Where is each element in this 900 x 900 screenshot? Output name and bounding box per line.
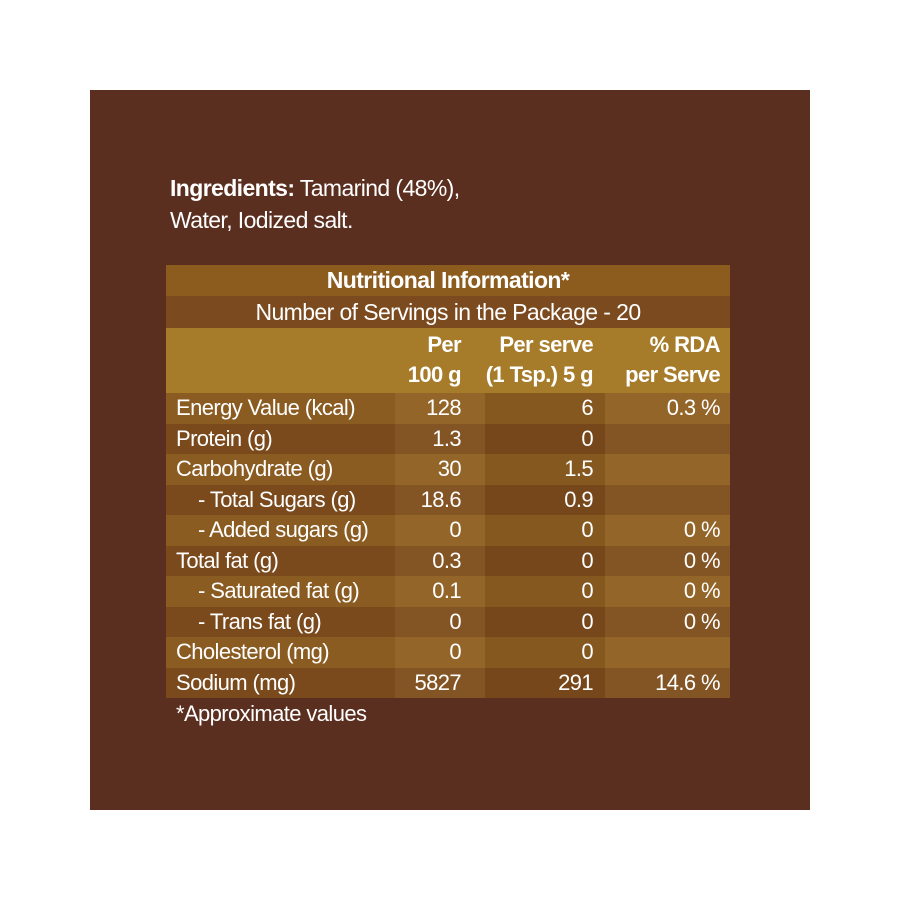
nutrient-value <box>605 454 730 485</box>
nutrient-value: 0 <box>485 637 605 668</box>
nutrient-value <box>605 484 730 515</box>
header-row: Per 100 g Per serve (1 Tsp.) 5 g % RDA per … <box>166 328 730 393</box>
header-cell: % RDA per Serve <box>625 332 720 387</box>
nutrient-value <box>605 423 730 454</box>
nutrient-value: 0 % <box>605 576 730 607</box>
nutrient-value: 18.6 <box>395 484 485 515</box>
nutrient-value <box>605 637 730 668</box>
nutrient-value: 14.6 % <box>605 667 730 698</box>
nutrient-value: 0.1 <box>395 576 485 607</box>
nutrient-value: 128 <box>395 393 485 424</box>
nutrient-value: 0 <box>485 606 605 637</box>
ingredients: Ingredients: Tamarind (48%), Water, Iodi… <box>170 172 460 236</box>
ingredients-line2: Water, Iodized salt. <box>170 207 353 233</box>
nutrient-value: 30 <box>395 454 485 485</box>
nutrient-value: 1.3 <box>395 423 485 454</box>
nutrient-value: 6 <box>485 393 605 424</box>
nutrient-value: 0.3 % <box>605 393 730 424</box>
nutrient-value: 0 <box>485 423 605 454</box>
table-row: Protein (g) 1.3 0 <box>166 423 730 454</box>
nutrient-name: Sodium (mg) <box>176 669 296 695</box>
nutrient-value: 0 <box>395 606 485 637</box>
ingredients-line1: Tamarind (48%), <box>294 175 460 201</box>
nutrient-value: 0.3 <box>395 545 485 576</box>
table-row: - Total Sugars (g) 18.6 0.9 <box>166 484 730 515</box>
nutrient-name: Cholesterol (mg) <box>176 639 330 664</box>
servings-info: Number of Servings in the Package - 20 <box>166 296 730 328</box>
nutrient-value: 0 <box>395 637 485 668</box>
table-title: Nutritional Information* <box>166 265 730 296</box>
footnote: *Approximate values <box>176 701 367 726</box>
table-row: Total fat (g) 0.3 0 0 % <box>166 545 730 576</box>
table-row: Sodium (mg) 5827 291 14.6 % <box>166 667 730 698</box>
nutrient-name: Total fat (g) <box>176 547 279 573</box>
nutrient-value: 0 <box>485 545 605 576</box>
nutrient-name: - Trans fat (g) <box>176 608 322 634</box>
nutrient-value: 0 % <box>605 606 730 637</box>
nutrient-name: Carbohydrate (g) <box>176 456 333 481</box>
header-cell <box>166 328 395 393</box>
header-cell: Per 100 g <box>407 332 462 387</box>
table-row: Energy Value (kcal) 128 6 0.3 % <box>166 393 730 424</box>
nutrient-value: 0 <box>485 515 605 546</box>
nutrient-value: 291 <box>485 667 605 698</box>
nutrient-value: 0.9 <box>485 484 605 515</box>
nutrient-value: 0 % <box>605 545 730 576</box>
ingredients-label: Ingredients: <box>170 175 295 201</box>
nutrient-value: 5827 <box>395 667 485 698</box>
nutrient-value: 1.5 <box>485 454 605 485</box>
nutrient-name: Energy Value (kcal) <box>176 395 356 420</box>
table-row: Cholesterol (mg) 0 0 <box>166 637 730 668</box>
nutrient-value: 0 % <box>605 515 730 546</box>
nutrient-name: Protein (g) <box>176 425 273 451</box>
nutrient-name: - Saturated fat (g) <box>176 578 360 603</box>
nutrient-name: - Total Sugars (g) <box>176 486 356 512</box>
table-row: - Added sugars (g) 0 0 0 % <box>166 515 730 546</box>
nutrient-name: - Added sugars (g) <box>176 517 369 542</box>
nutrition-table: Nutritional Information* Number of Servi… <box>166 265 730 698</box>
table-row: - Trans fat (g) 0 0 0 % <box>166 606 730 637</box>
nutrient-value: 0 <box>395 515 485 546</box>
table-row: - Saturated fat (g) 0.1 0 0 % <box>166 576 730 607</box>
table-row: Carbohydrate (g) 30 1.5 <box>166 454 730 485</box>
nutrient-value: 0 <box>485 576 605 607</box>
header-cell: Per serve (1 Tsp.) 5 g <box>485 332 594 387</box>
